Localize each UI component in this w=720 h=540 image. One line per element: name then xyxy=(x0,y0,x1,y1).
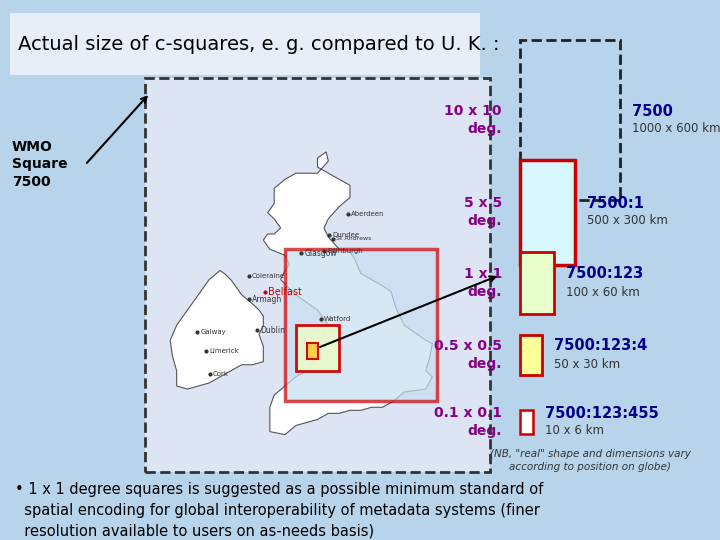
Bar xyxy=(520,159,575,265)
Text: 0.5 x 0.5
deg.: 0.5 x 0.5 deg. xyxy=(434,339,502,370)
Polygon shape xyxy=(264,152,432,435)
Text: 100 x 60 km: 100 x 60 km xyxy=(566,286,640,299)
Text: 1 x 1
deg.: 1 x 1 deg. xyxy=(464,267,502,299)
Text: Glasgow: Glasgow xyxy=(305,249,337,258)
Bar xyxy=(520,40,620,200)
Text: WMO
Square
7500: WMO Square 7500 xyxy=(12,140,68,188)
Text: Coleraine: Coleraine xyxy=(252,273,285,279)
Text: Cork: Cork xyxy=(213,371,229,377)
Text: 7500:1: 7500:1 xyxy=(587,195,644,211)
Bar xyxy=(145,78,490,472)
Text: 10 x 6 km: 10 x 6 km xyxy=(545,424,604,437)
Text: • 1 x 1 degree squares is suggested as a possible minimum standard of
  spatial : • 1 x 1 degree squares is suggested as a… xyxy=(15,482,544,539)
Polygon shape xyxy=(170,271,264,389)
Bar xyxy=(145,78,490,472)
Text: (NB, "real" shape and dimensions vary
according to position on globe): (NB, "real" shape and dimensions vary ac… xyxy=(490,449,690,472)
Text: 50 x 30 km: 50 x 30 km xyxy=(554,357,620,370)
Text: 7500:123:4: 7500:123:4 xyxy=(554,339,647,354)
Text: Aberdeen: Aberdeen xyxy=(351,211,384,217)
Text: Actual size of c-squares, e. g. compared to U. K. :: Actual size of c-squares, e. g. compared… xyxy=(18,35,500,53)
Text: Dundee: Dundee xyxy=(332,232,359,238)
Text: 7500:123:455: 7500:123:455 xyxy=(545,406,659,421)
Text: Limerick: Limerick xyxy=(210,348,239,354)
Text: Edinburgh: Edinburgh xyxy=(327,248,363,254)
Text: 1000 x 600 km: 1000 x 600 km xyxy=(632,123,720,136)
Polygon shape xyxy=(170,271,264,389)
Text: Belfast: Belfast xyxy=(268,287,302,297)
Bar xyxy=(520,252,554,314)
Bar xyxy=(520,410,533,434)
Text: 0.1 x 0.1
deg.: 0.1 x 0.1 deg. xyxy=(434,406,502,437)
Bar xyxy=(285,249,436,401)
Text: 500 x 300 km: 500 x 300 km xyxy=(587,214,668,227)
Text: 10 x 10
deg.: 10 x 10 deg. xyxy=(444,104,502,136)
Bar xyxy=(520,335,542,375)
Polygon shape xyxy=(264,152,432,435)
Text: 7500: 7500 xyxy=(632,104,673,118)
Bar xyxy=(10,13,480,75)
Text: 5 x 5
deg.: 5 x 5 deg. xyxy=(464,197,502,228)
Text: Galway: Galway xyxy=(200,329,226,335)
Text: Watford: Watford xyxy=(324,316,351,322)
Text: St Andrews: St Andrews xyxy=(336,237,371,241)
Bar xyxy=(296,325,339,371)
Text: 7500:123: 7500:123 xyxy=(566,267,643,281)
Text: Armagh: Armagh xyxy=(252,295,282,304)
Text: Dublin: Dublin xyxy=(261,326,286,335)
Bar xyxy=(307,343,318,359)
